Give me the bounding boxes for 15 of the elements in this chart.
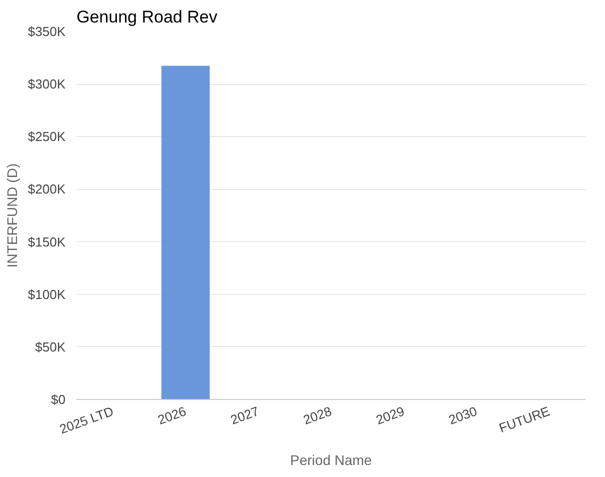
x-tick-label: 2030: [446, 403, 479, 428]
chart-title: Genung Road Rev: [76, 8, 218, 26]
x-axis-title: Period Name: [290, 452, 372, 468]
y-tick-label: $200K: [28, 182, 66, 197]
x-tick-label: 2029: [374, 403, 406, 428]
x-tick-label: 2028: [301, 403, 334, 428]
y-tick-label: $100K: [28, 286, 66, 302]
x-tick-label: 2026: [156, 403, 188, 428]
y-tick-label: $50K: [35, 339, 66, 354]
y-tick-label: $150K: [28, 234, 66, 250]
y-axis-title: INTERFUND (D): [4, 163, 20, 268]
y-tick-label: $250K: [28, 129, 66, 144]
y-tick-label: $300K: [28, 76, 66, 92]
x-tick-label: 2027: [228, 403, 261, 428]
y-tick-label: $350K: [28, 24, 66, 39]
